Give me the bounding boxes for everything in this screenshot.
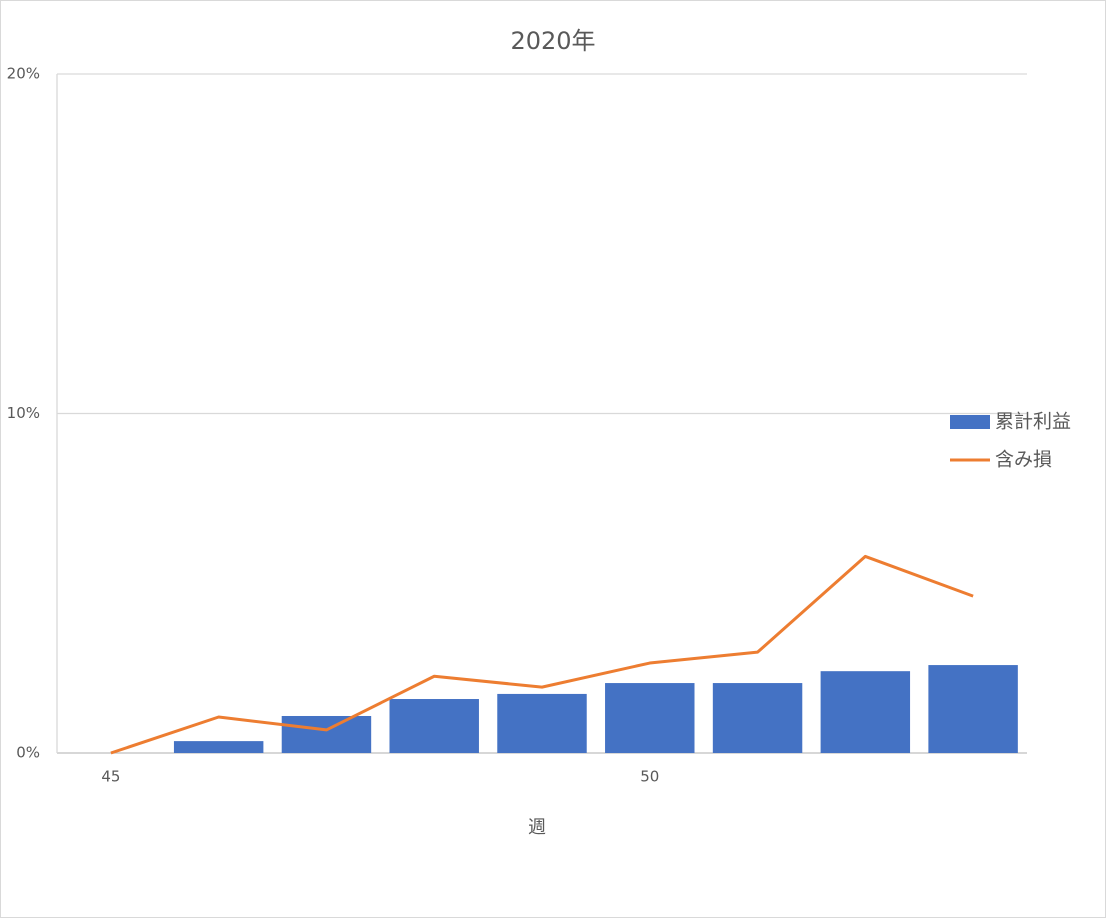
line xyxy=(110,554,974,755)
x-axis-title: 週 xyxy=(528,817,546,838)
y-tick-label: 0% xyxy=(16,744,40,762)
bar xyxy=(389,699,479,753)
bar xyxy=(173,741,264,753)
y-tick-label: 10% xyxy=(7,404,40,422)
chart-title: 2020年 xyxy=(510,27,595,55)
bar xyxy=(712,683,803,753)
bar xyxy=(820,671,911,753)
bar xyxy=(281,715,372,753)
bar xyxy=(497,693,587,753)
legend-label: 累計利益 xyxy=(995,411,1071,433)
x-tick-label: 50 xyxy=(640,768,659,786)
legend-swatch xyxy=(950,415,990,429)
bar xyxy=(605,683,695,753)
legend-label: 含み損 xyxy=(995,449,1052,471)
y-tick-label: 20% xyxy=(7,65,40,83)
bar xyxy=(928,665,1018,753)
x-tick-label: 45 xyxy=(101,768,120,786)
